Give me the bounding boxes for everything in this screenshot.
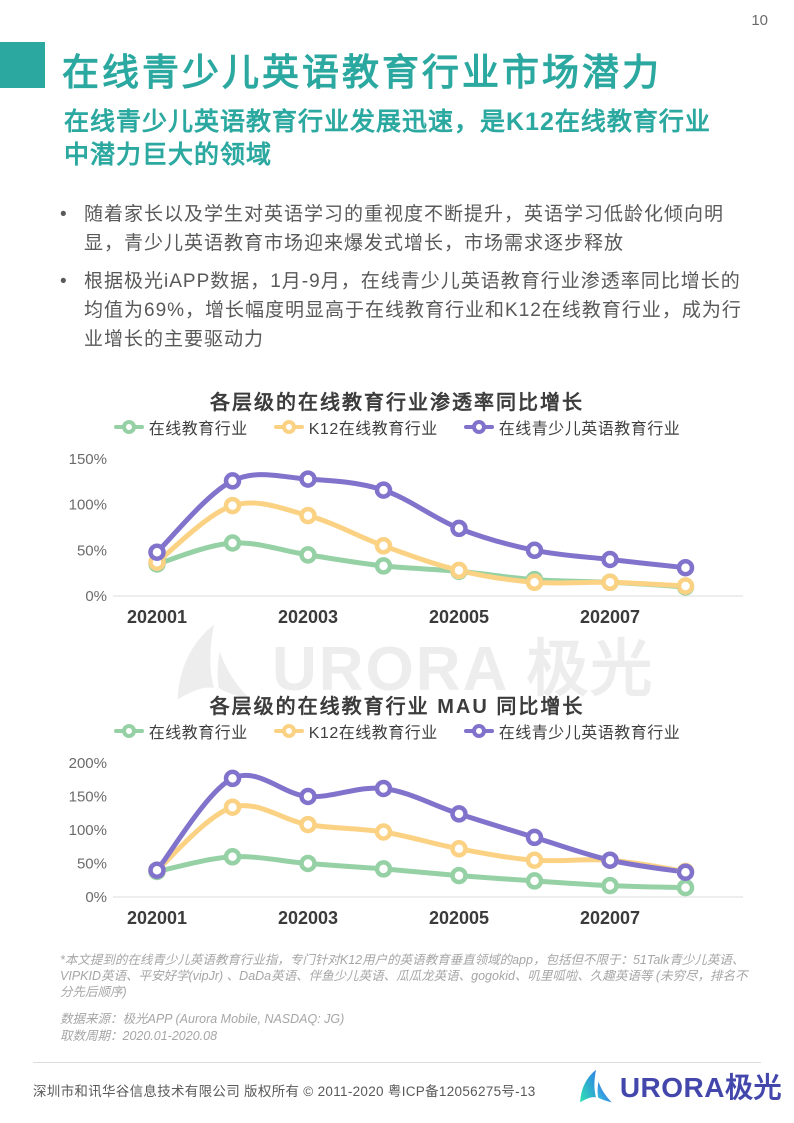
- data-period-line: 取数周期：2020.01-2020.08: [60, 1029, 218, 1043]
- svg-text:202003: 202003: [278, 908, 338, 928]
- legend-item-k12: K12在线教育行业: [273, 719, 438, 743]
- line-chart-plot: 0% 50% 100% 150% 202001 202003 202005 202007: [69, 451, 743, 627]
- svg-text:50%: 50%: [77, 542, 107, 559]
- chart-legend: 在线教育行业 K12在线教育行业 在线青少儿英语教育行业: [47, 720, 747, 742]
- legend-marker-icon: [463, 420, 494, 434]
- legend-marker-icon: [113, 724, 144, 738]
- aurora-logo-icon: [177, 624, 251, 700]
- legend-marker-icon: [113, 420, 144, 434]
- footer-logo-text: URORA极光: [619, 1072, 782, 1103]
- bullet-item: • 随着家长以及学生对英语学习的重视度不断提升，英语学习低龄化倾向明显，青少儿英…: [60, 200, 746, 258]
- svg-text:202005: 202005: [429, 607, 489, 627]
- svg-text:150%: 150%: [69, 451, 107, 468]
- svg-text:202005: 202005: [429, 908, 489, 928]
- line-chart-plot: 0% 50% 100% 150% 200% 202001 202003 202005 20200…: [69, 755, 743, 928]
- svg-text:0%: 0%: [85, 889, 107, 906]
- footer-divider: [33, 1062, 761, 1063]
- svg-text:100%: 100%: [69, 497, 107, 514]
- chart-title: 各层级的在线教育行业渗透率同比增长: [210, 392, 584, 414]
- watermark-text: URORA 极光: [272, 635, 655, 704]
- svg-text:50%: 50%: [77, 856, 107, 873]
- aurora-logo-icon: [579, 1069, 612, 1102]
- legend-item-youth-english: 在线青少儿英语教育行业: [463, 415, 681, 439]
- svg-text:202003: 202003: [278, 607, 338, 627]
- footer-copyright: 深圳市和讯华谷信息技术有限公司 版权所有 © 2011-2020 粤ICP备12…: [33, 1084, 536, 1099]
- chart-title: 各层级的在线教育行业 MAU 同比增长: [209, 696, 585, 718]
- aurora-watermark: URORA 极光: [168, 618, 654, 708]
- legend-marker-icon: [273, 724, 304, 738]
- bullet-list: • 随着家长以及学生对英语学习的重视度不断提升，英语学习低龄化倾向明显，青少儿英…: [60, 200, 746, 363]
- title-accent-square: [0, 42, 45, 88]
- page-subtitle: 在线青少儿英语教育行业发展迅速，是K12在线教育行业中潜力巨大的领域: [64, 108, 711, 169]
- legend-marker-icon: [273, 420, 304, 434]
- svg-text:0%: 0%: [85, 588, 107, 605]
- svg-text:100%: 100%: [69, 822, 107, 839]
- bullet-dot-icon: •: [60, 271, 67, 292]
- svg-text:200%: 200%: [69, 755, 107, 772]
- bullet-text: 随着家长以及学生对英语学习的重视度不断提升，英语学习低龄化倾向明显，青少儿英语教…: [84, 204, 725, 254]
- svg-text:202001: 202001: [127, 607, 187, 627]
- legend-item-online-education: 在线教育行业: [113, 719, 248, 743]
- svg-text:202001: 202001: [127, 908, 187, 928]
- svg-text:202007: 202007: [580, 908, 640, 928]
- footnote-text: *本文提到的在线青少儿英语教育行业指，专门针对K12用户的英语教育垂直领域的ap…: [60, 953, 748, 999]
- bullet-item: • 根据极光iAPP数据，1月-9月，在线青少儿英语教育行业渗透率同比增长的均值…: [60, 267, 746, 354]
- chart-mau-growth: 各层级的在线教育行业 MAU 同比增长 在线教育行业 K12在线教育行业 在线青…: [47, 690, 747, 933]
- data-source-line: 数据来源：极光APP (Aurora Mobile, NASDAQ: JG): [60, 1012, 345, 1026]
- page-number: 10: [751, 12, 768, 29]
- chart-penetration-growth: 各层级的在线教育行业渗透率同比增长 在线教育行业 K12在线教育行业 在线青少儿…: [47, 386, 747, 635]
- data-source-block: 数据来源：极光APP (Aurora Mobile, NASDAQ: JG) 取…: [60, 1011, 752, 1045]
- legend-marker-icon: [463, 724, 494, 738]
- legend-item-youth-english: 在线青少儿英语教育行业: [463, 719, 681, 743]
- legend-item-k12: K12在线教育行业: [273, 415, 438, 439]
- bullet-dot-icon: •: [60, 204, 67, 225]
- chart-legend: 在线教育行业 K12在线教育行业 在线青少儿英语教育行业: [47, 416, 747, 438]
- page-title: 在线青少儿英语教育行业市场潜力: [62, 52, 662, 93]
- bullet-text: 根据极光iAPP数据，1月-9月，在线青少儿英语教育行业渗透率同比增长的均值为6…: [84, 271, 742, 350]
- svg-text:202007: 202007: [580, 607, 640, 627]
- svg-text:150%: 150%: [69, 789, 107, 806]
- footer-aurora-logo: URORA极光: [576, 1066, 782, 1106]
- legend-item-online-education: 在线教育行业: [113, 415, 248, 439]
